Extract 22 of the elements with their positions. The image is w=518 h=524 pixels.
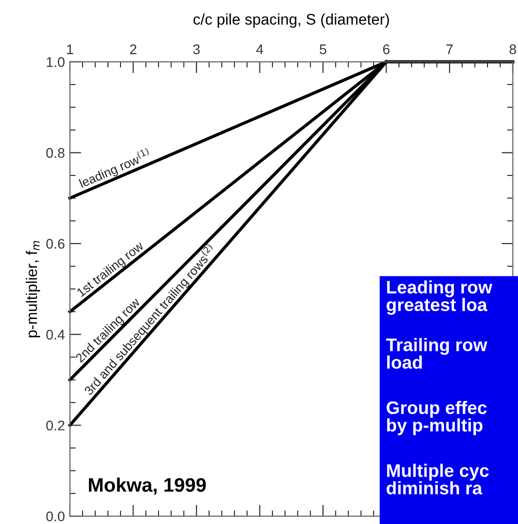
- y-tick-label: 0.4: [46, 330, 65, 340]
- annotation: Multiple cyc diminish ra: [386, 464, 489, 494]
- y-tick-label: 0.0: [46, 511, 65, 522]
- y-axis-title: p-multiplier, f$_{m}$: [26, 240, 40, 338]
- x-tick-label: 2: [130, 44, 136, 54]
- y-tick-label: 0.2: [46, 420, 64, 430]
- x-tick-label: 7: [446, 44, 453, 54]
- x-tick-label: 4: [256, 44, 264, 54]
- x-tick-label: 5: [320, 44, 326, 54]
- y-tick-label: 0.8: [46, 148, 64, 158]
- y-tick-label: 1.0: [46, 57, 65, 67]
- text: leading row$^{(1)}$: [78, 148, 152, 190]
- annotation: Leading row greatest loa: [386, 280, 492, 315]
- x-tick-label: 1: [67, 44, 74, 54]
- annotation: Mokwa, 1999: [88, 478, 206, 495]
- x-tick-label: 8: [510, 44, 516, 54]
- y-tick-label: 0.6: [46, 238, 64, 249]
- annotation: Group effec by p-multip: [386, 400, 487, 436]
- x-tick-label: 3: [193, 44, 200, 54]
- x-axis-title: c/c pile spacing, S (diameter): [194, 14, 389, 28]
- annotation: Trailing row load: [386, 338, 488, 369]
- x-tick-label: 6: [383, 44, 390, 54]
